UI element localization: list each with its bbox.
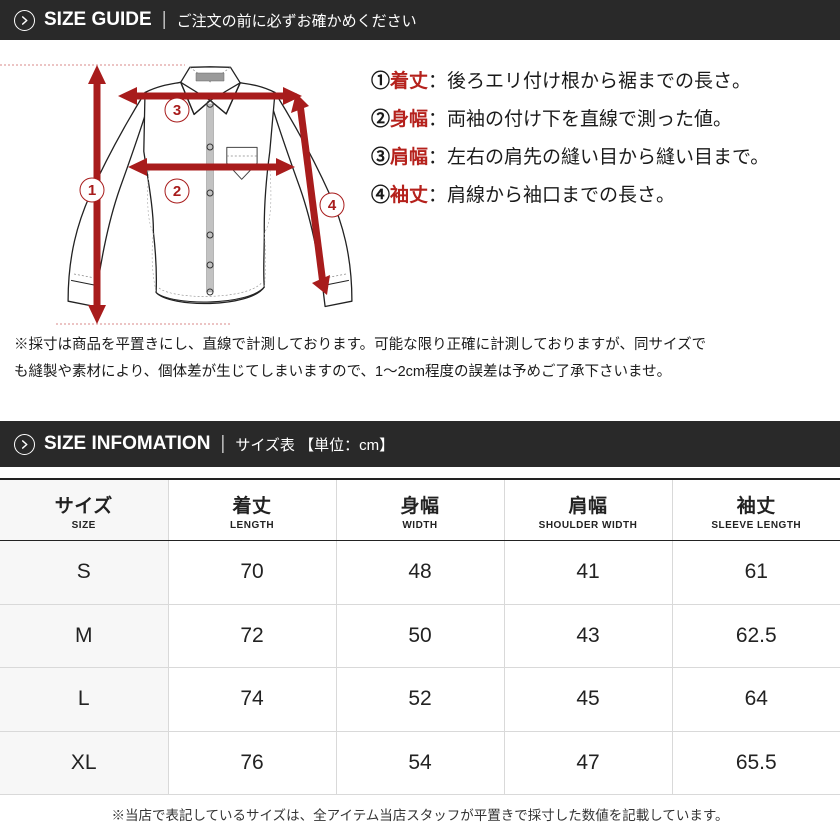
svg-text:4: 4: [328, 197, 337, 214]
svg-text:3: 3: [173, 102, 181, 119]
svg-text:2: 2: [173, 183, 181, 200]
svg-text:1: 1: [88, 182, 96, 199]
